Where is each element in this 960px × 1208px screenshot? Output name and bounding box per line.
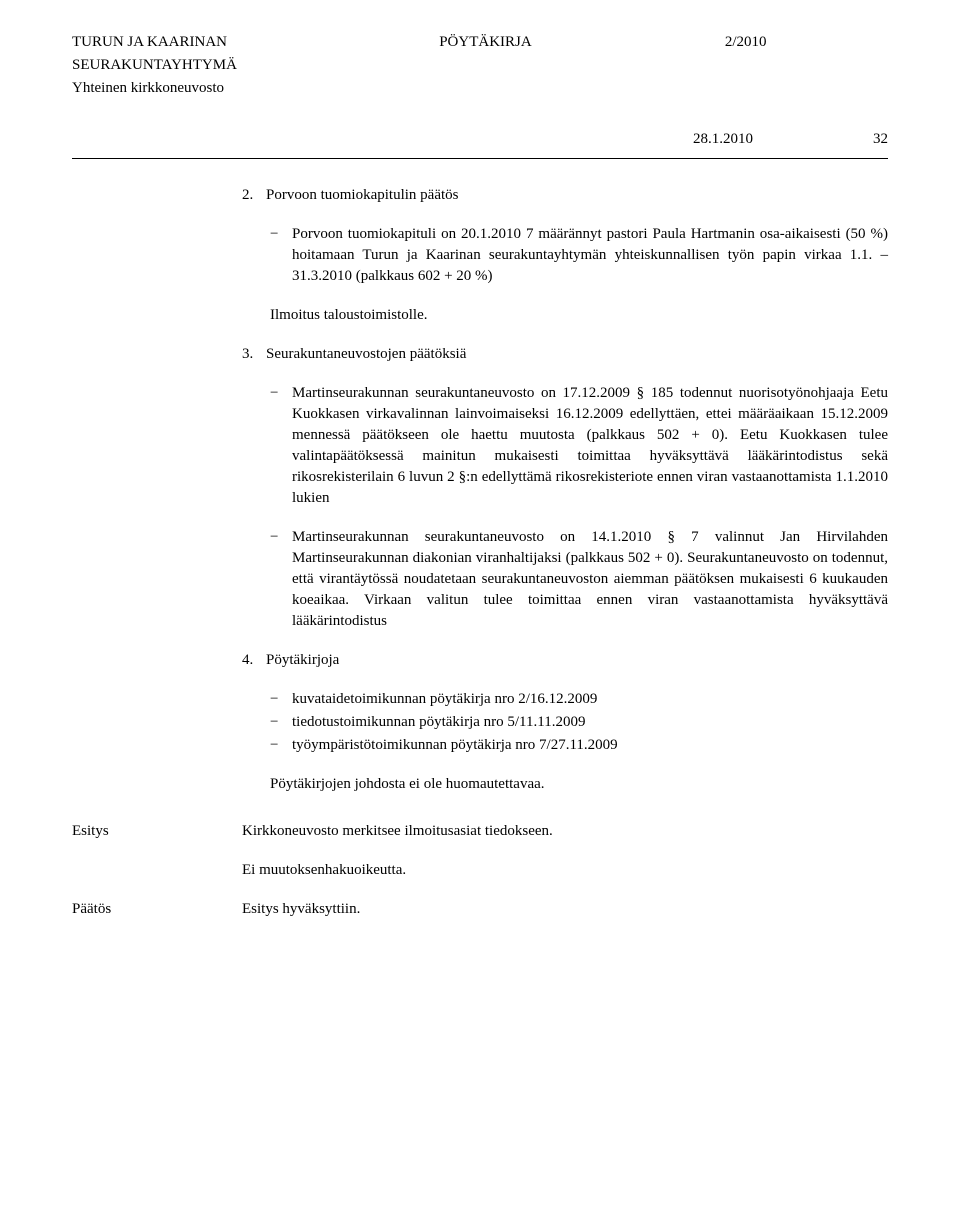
dash-bullet: − xyxy=(270,527,292,632)
section-3-number: 3. xyxy=(242,344,266,365)
section-4-heading: 4. Pöytäkirjoja xyxy=(242,650,888,671)
paatos-value: Esitys hyväksyttiin. xyxy=(242,899,888,920)
document-body: 2. Porvoon tuomiokapitulin päätös − Porv… xyxy=(242,185,888,795)
section-3-item-2: − Martinseurakunnan seurakuntaneuvosto o… xyxy=(270,527,888,632)
section-3-item-1: − Martinseurakunnan seurakuntaneuvosto o… xyxy=(270,383,888,509)
dash-bullet: − xyxy=(270,735,292,756)
org-line1: TURUN JA KAARINAN xyxy=(72,32,398,53)
blank-label xyxy=(72,860,242,881)
section-3-item-2-text: Martinseurakunnan seurakuntaneuvosto on … xyxy=(292,527,888,632)
section-3-title: Seurakuntaneuvostojen päätöksiä xyxy=(266,344,466,365)
section-3-item-1-text: Martinseurakunnan seurakuntaneuvosto on … xyxy=(292,383,888,509)
org-line3: Yhteinen kirkkoneuvosto xyxy=(72,78,888,99)
section-4-item-3: − työympäristötoimikunnan pöytäkirja nro… xyxy=(270,735,888,756)
doc-number: 2/2010 xyxy=(725,32,888,53)
esitys-label: Esitys xyxy=(72,821,242,842)
section-4-item-2: − tiedotustoimikunnan pöytäkirja nro 5/1… xyxy=(270,712,888,733)
doc-type: PÖYTÄKIRJA xyxy=(439,32,684,53)
esitys-line-1: Kirkkoneuvosto merkitsee ilmoitusasiat t… xyxy=(242,821,888,842)
section-2-title: Porvoon tuomiokapitulin päätös xyxy=(266,185,459,206)
date-page-row: 28.1.2010 32 xyxy=(72,129,888,150)
doc-date: 28.1.2010 xyxy=(693,129,753,150)
section-4-item-1-text: kuvataidetoimikunnan pöytäkirja nro 2/16… xyxy=(292,689,888,710)
org-line2: SEURAKUNTAYHTYMÄ xyxy=(72,55,888,76)
dash-bullet: − xyxy=(270,689,292,710)
section-2-number: 2. xyxy=(242,185,266,206)
paatos-row: Päätös Esitys hyväksyttiin. xyxy=(72,899,888,920)
section-2-item-1-text: Porvoon tuomiokapituli on 20.1.2010 7 mä… xyxy=(292,224,888,287)
section-2-heading: 2. Porvoon tuomiokapitulin päätös xyxy=(242,185,888,206)
section-4-closing: Pöytäkirjojen johdosta ei ole huomautett… xyxy=(270,774,888,795)
section-4-item-1: − kuvataidetoimikunnan pöytäkirja nro 2/… xyxy=(270,689,888,710)
section-2-item-1: − Porvoon tuomiokapituli on 20.1.2010 7 … xyxy=(270,224,888,287)
dash-bullet: − xyxy=(270,224,292,287)
section-4-title: Pöytäkirjoja xyxy=(266,650,339,671)
section-4-item-2-text: tiedotustoimikunnan pöytäkirja nro 5/11.… xyxy=(292,712,888,733)
esitys-row-1: Esitys Kirkkoneuvosto merkitsee ilmoitus… xyxy=(72,821,888,842)
header-rule xyxy=(72,158,888,159)
section-2-closing: Ilmoitus taloustoimistolle. xyxy=(270,305,888,326)
section-4-item-3-text: työympäristötoimikunnan pöytäkirja nro 7… xyxy=(292,735,888,756)
page-number: 32 xyxy=(873,129,888,150)
section-3-heading: 3. Seurakuntaneuvostojen päätöksiä xyxy=(242,344,888,365)
doc-header-row1: TURUN JA KAARINAN PÖYTÄKIRJA 2/2010 xyxy=(72,32,888,53)
dash-bullet: − xyxy=(270,712,292,733)
section-4-number: 4. xyxy=(242,650,266,671)
dash-bullet: − xyxy=(270,383,292,509)
esitys-line-2: Ei muutoksenhakuoikeutta. xyxy=(242,860,888,881)
paatos-label: Päätös xyxy=(72,899,242,920)
esitys-row-2: Ei muutoksenhakuoikeutta. xyxy=(72,860,888,881)
